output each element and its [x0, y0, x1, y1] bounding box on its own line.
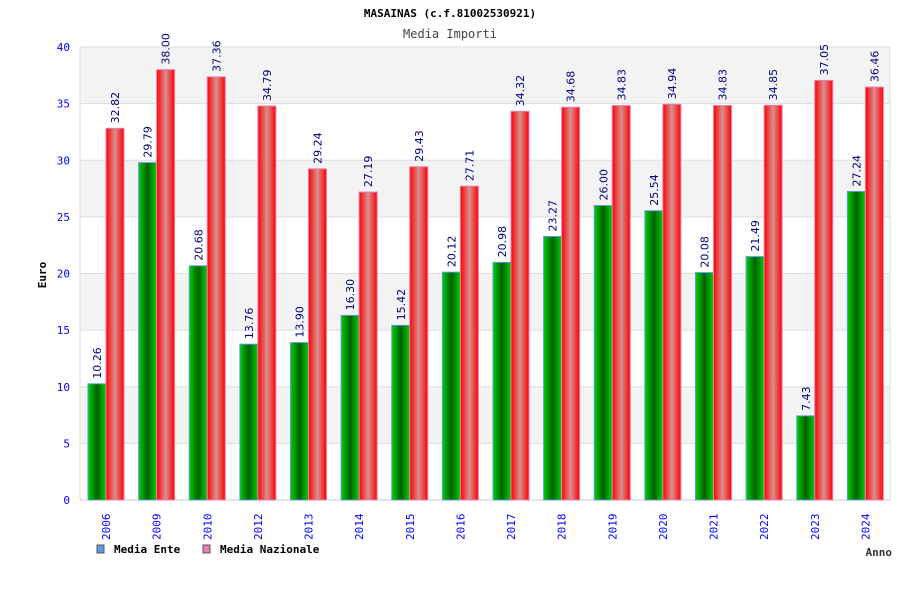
legend-label: Media Nazionale	[220, 543, 320, 556]
bar-media-ente	[492, 261, 512, 501]
legend-swatch-media-ente	[96, 544, 105, 554]
bar-media-ente	[391, 324, 411, 501]
bar-media-nazionale	[409, 166, 429, 501]
data-label: 13.76	[243, 308, 256, 340]
data-label: 27.71	[463, 150, 476, 182]
data-label: 23.27	[547, 200, 560, 232]
bar-media-ente	[543, 235, 563, 501]
bar-media-ente	[239, 343, 259, 501]
bar-media-ente	[695, 272, 714, 501]
y-tick-label: 25	[57, 211, 70, 224]
x-axis-label: Anno	[866, 546, 893, 559]
legend-swatch-media-nazionale	[202, 544, 211, 554]
bar-media-ente	[441, 271, 461, 501]
data-label: 20.98	[496, 226, 509, 258]
x-tick-label: 2019	[606, 514, 619, 541]
bar-media-nazionale	[561, 106, 581, 501]
bar-media-nazionale	[713, 105, 732, 501]
data-label: 37.05	[818, 44, 831, 76]
y-tick-label: 35	[57, 98, 70, 111]
data-label: 27.19	[362, 156, 375, 188]
data-label: 38.00	[160, 33, 173, 65]
data-label: 16.30	[344, 279, 357, 311]
bar-media-ente	[846, 191, 866, 501]
x-tick-label: 2020	[657, 514, 670, 541]
bar-media-ente	[87, 383, 107, 501]
data-label: 34.83	[717, 69, 730, 101]
x-tick-label: 2017	[505, 514, 518, 541]
bar-media-nazionale	[206, 76, 226, 501]
bar-media-ente	[188, 265, 208, 501]
chart-title: MASAINAS (c.f.81002530921)	[364, 7, 536, 20]
x-tick-label: 2022	[758, 514, 771, 541]
y-tick-label: 5	[63, 437, 70, 450]
y-tick-label: 30	[57, 154, 70, 167]
x-tick-label: 2023	[809, 514, 822, 541]
bar-media-nazionale	[459, 185, 479, 501]
bar-media-nazionale	[814, 79, 834, 501]
bar-media-nazionale	[763, 104, 783, 501]
bar-media-ente	[745, 256, 765, 501]
data-label: 34.85	[767, 69, 780, 101]
y-tick-label: 20	[57, 268, 70, 281]
bar-media-ente	[593, 205, 613, 501]
data-label: 15.42	[395, 289, 408, 321]
bar-media-nazionale	[308, 168, 327, 501]
data-label: 10.26	[91, 347, 104, 379]
bar-media-ente	[138, 162, 158, 501]
x-tick-label: 2010	[201, 514, 214, 541]
bar-media-nazionale	[662, 103, 682, 501]
data-label: 36.46	[868, 51, 881, 83]
bar-media-nazionale	[156, 69, 176, 501]
data-label: 27.24	[850, 155, 863, 187]
data-label: 32.82	[109, 92, 122, 124]
x-tick-label: 2013	[303, 514, 316, 541]
bar-media-ente	[290, 342, 309, 501]
data-label: 34.94	[666, 68, 679, 100]
data-label: 29.79	[142, 126, 155, 158]
data-label: 25.54	[648, 174, 661, 206]
x-tick-label: 2015	[404, 514, 417, 541]
x-tick-label: 2018	[556, 514, 569, 541]
chart-subtitle: Media Importi	[403, 27, 497, 41]
data-label: 34.68	[565, 71, 578, 103]
y-tick-label: 15	[57, 324, 70, 337]
data-label: 13.90	[294, 306, 307, 338]
data-label: 34.32	[514, 75, 527, 107]
y-tick-label: 40	[57, 41, 70, 54]
bar-media-ente	[644, 210, 664, 501]
x-tick-label: 2014	[353, 513, 366, 540]
x-tick-label: 2021	[708, 514, 721, 541]
x-tick-label: 2016	[454, 514, 467, 541]
bar-media-nazionale	[611, 105, 631, 501]
bar-media-nazionale	[257, 105, 277, 501]
x-tick-label: 2009	[151, 514, 164, 541]
y-axis-label: Euro	[36, 261, 49, 288]
data-label: 26.00	[597, 169, 610, 201]
bar-media-nazionale	[358, 191, 378, 501]
bar-media-nazionale	[105, 127, 125, 501]
data-label: 20.68	[192, 229, 205, 261]
data-label: 20.08	[699, 236, 712, 268]
data-label: 29.24	[312, 132, 325, 164]
data-label: 29.43	[413, 130, 426, 162]
x-tick-label: 2012	[252, 514, 265, 541]
bar-media-nazionale	[510, 110, 530, 501]
data-label: 34.83	[615, 69, 628, 101]
data-label: 20.12	[445, 236, 458, 268]
legend-label: Media Ente	[114, 543, 181, 556]
x-tick-label: 2024	[859, 513, 872, 540]
data-label: 21.49	[749, 220, 762, 252]
y-tick-label: 0	[63, 494, 70, 507]
data-label: 34.79	[261, 70, 274, 102]
data-label: 37.36	[210, 40, 223, 72]
bar-media-nazionale	[864, 86, 884, 501]
bar-media-ente	[796, 415, 816, 501]
y-tick-label: 10	[57, 381, 70, 394]
x-tick-label: 2006	[100, 514, 113, 541]
data-label: 7.43	[800, 386, 813, 411]
bar-media-ente	[340, 314, 360, 501]
